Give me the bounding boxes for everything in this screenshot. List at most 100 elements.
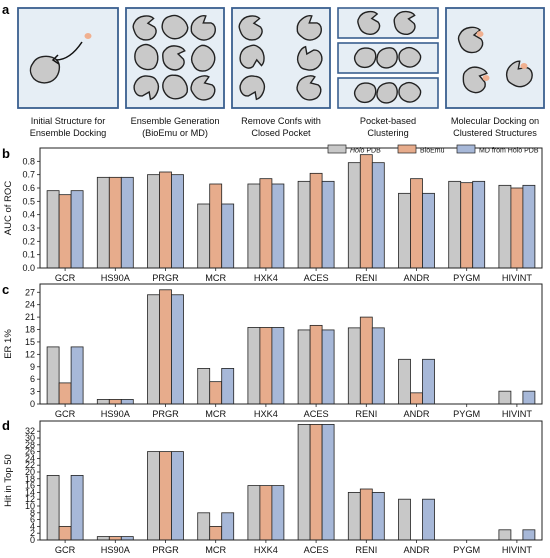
bar-c-hs90a-s1: [96, 399, 110, 405]
workflow-panel: a Initial Structure for Ensemble Docking E…: [2, 2, 545, 138]
y-tick-label: 22: [25, 460, 35, 470]
bar-b-reni-s2: [359, 154, 373, 269]
bar-c-prgr-s1: [147, 294, 160, 405]
y-tick-label: 6: [30, 374, 35, 384]
legend-swatch: [327, 144, 347, 154]
y-tick-label: 8: [30, 508, 35, 518]
protein-shape: [132, 15, 157, 41]
protein-shape: [29, 55, 61, 84]
y-tick-label: 0: [30, 535, 35, 545]
y-tick-label: 24: [25, 453, 35, 463]
workflow-step-3: Remove Confs with Closed Pocket: [231, 7, 331, 138]
bar-d-aces-s1: [297, 423, 311, 541]
y-tick-label: 9: [30, 362, 35, 372]
bar-d-hxk4-s2: [259, 485, 273, 541]
bar-b-reni-s3: [371, 162, 385, 269]
bar-c-reni-s3: [371, 327, 385, 405]
x-tick-label: MCR: [205, 545, 226, 555]
y-tick-label: 2: [30, 528, 35, 538]
bar-c-aces-s1: [297, 329, 311, 405]
y-tick-label: 28: [25, 440, 35, 450]
x-tick-label: HXK4: [254, 545, 278, 555]
x-tick-label: MCR: [205, 273, 226, 283]
protein-shape: [393, 10, 416, 35]
bar-b-hivint-s2: [510, 187, 524, 269]
y-tick-label: 4: [30, 521, 35, 531]
y-tick-label: 0: [30, 399, 35, 409]
bar-d-gcr-s3: [70, 474, 84, 541]
bar-d-hxk4-s1: [247, 485, 261, 541]
workflow-box: [17, 7, 119, 109]
bar-c-gcr-s2: [58, 382, 72, 405]
bar-b-pygm-s2: [460, 182, 474, 269]
y-tick-label: 30: [25, 433, 35, 443]
ligand-shape: [84, 33, 92, 39]
y-tick-label: 20: [25, 467, 35, 477]
x-tick-label: HIVINT: [502, 545, 533, 555]
bar-d-reni-s3: [371, 491, 385, 541]
bar-c-aces-s2: [309, 324, 323, 405]
bar-d-mcr-s1: [197, 512, 211, 541]
y-tick-label: 10: [25, 501, 35, 511]
protein-shape: [162, 45, 186, 71]
bar-d-reni-s1: [347, 491, 361, 541]
bar-b-pygm-s1: [448, 180, 462, 269]
y-tick-label: 0.8: [22, 156, 35, 166]
bar-b-hivint-s3: [522, 184, 536, 269]
bar-d-gcr-s2: [58, 525, 72, 541]
x-tick-label: GCR: [55, 409, 76, 419]
x-tick-label: GCR: [55, 273, 76, 283]
bar-d-aces-s3: [321, 423, 335, 541]
protein-shape: [398, 81, 422, 103]
y-tick-label: 12: [25, 494, 35, 504]
workflow-step-2: Ensemble Generation (BioEmu or MD): [125, 7, 225, 138]
x-tick-label: PYGM: [453, 545, 480, 555]
y-tick-label: 24: [25, 300, 35, 310]
bar-b-pygm-s3: [472, 180, 486, 269]
protein-shape: [296, 45, 323, 71]
x-tick-label: PRGR: [152, 545, 179, 555]
y-tick-label: 26: [25, 447, 35, 457]
workflow-steps: Initial Structure for Ensemble Docking Ens…: [17, 7, 545, 138]
ligand-shape: [520, 63, 528, 69]
x-tick-label: ACES: [304, 273, 329, 283]
x-tick-label: ANDR: [403, 545, 429, 555]
bar-c-prgr-s2: [159, 289, 172, 405]
bar-d-andr-s1: [398, 498, 411, 541]
bar-c-hivint-s3: [522, 390, 536, 405]
y-tick-label: 16: [25, 481, 35, 491]
panel-label-c: c: [2, 282, 9, 297]
y-tick-label: 15: [25, 337, 35, 347]
workflow-caption: Remove Confs with: [241, 116, 321, 126]
bar-d-reni-s2: [359, 488, 373, 541]
bar-b-prgr-s1: [147, 174, 160, 269]
bar-b-aces-s1: [297, 180, 311, 269]
bar-d-prgr-s2: [159, 451, 172, 541]
y-tick-label: 6: [30, 515, 35, 525]
y-tick-label: 21: [25, 312, 35, 322]
x-tick-label: HXK4: [254, 273, 278, 283]
bar-d-hivint-s1: [498, 529, 512, 541]
bar-d-hs90a-s1: [96, 536, 110, 541]
ligand-shape: [482, 75, 490, 81]
workflow-caption: Initial Structure for: [31, 116, 106, 126]
y-axis-label: Hit in Top 50: [3, 454, 14, 507]
x-tick-label: GCR: [55, 545, 76, 555]
bar-c-andr-s2: [410, 392, 423, 405]
bar-b-andr-s2: [410, 178, 423, 269]
x-tick-label: PYGM: [453, 273, 480, 283]
y-tick-label: 0.4: [22, 210, 35, 220]
panel-label-a: a: [2, 2, 10, 17]
y-tick-label: 0.1: [22, 250, 35, 260]
cluster-box: [337, 7, 439, 39]
x-tick-label: RENI: [355, 273, 377, 283]
bar-c-aces-s3: [321, 329, 335, 405]
bar-c-hxk4-s2: [259, 327, 273, 405]
bar-c-hxk4-s3: [271, 327, 285, 405]
protein-shape: [162, 74, 189, 100]
axes-frame: [39, 147, 543, 269]
bar-b-andr-s3: [422, 192, 435, 269]
protein-shape: [457, 26, 484, 54]
charts-area: b c d 0.0 0.1 0.2 0.3 0.4 0.5 0.6 0.7 0.8 GCR HS90…: [2, 144, 543, 555]
